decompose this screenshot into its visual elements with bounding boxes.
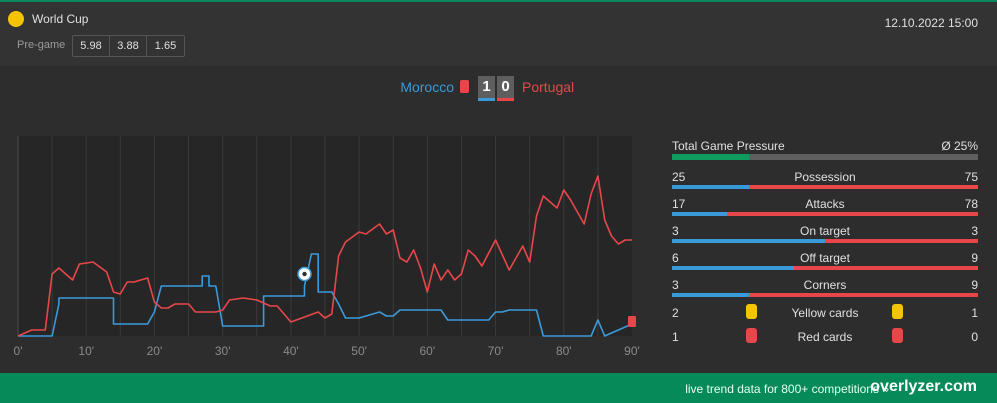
stat-home-value: 3 [672,278,679,292]
stat-row-off-target: 6 Off target 9 [672,251,978,275]
stat-bar [672,212,978,216]
red-card-icon [460,80,469,93]
stat-away-value: 9 [971,278,978,292]
odd-draw[interactable]: 3.88 [110,36,147,56]
stat-label: Possession [794,170,856,184]
stat-home-value: 6 [672,251,679,265]
scoreboard: Morocco 1 0 Portugal [0,76,997,101]
stat-label: Attacks [805,197,845,211]
stat-label: Corners [803,278,847,292]
chart-x-tick-label: 90' [624,344,640,358]
stat-row-corners: 3 Corners 9 [672,278,978,302]
yellow-card-icon [892,304,903,319]
stat-home-value: 3 [672,224,679,238]
home-score: 1 [478,76,495,101]
chart-x-tick-label: 30' [215,344,231,358]
top-accent-line [0,0,997,2]
away-team-name[interactable]: Portugal [522,79,575,95]
odd-away[interactable]: 1.65 [154,40,177,52]
footer-banner[interactable]: live trend data for 800+ competitions » … [0,373,997,403]
home-team-name[interactable]: Morocco [400,79,454,95]
pressure-chart: 0' 10' 20' 30' 40' 50' 60' 70' 80' 90' [0,130,650,370]
stat-row-possession: 25 Possession 75 [672,170,978,194]
chart-series-morocco-line [18,253,633,337]
chart-x-tick-label: 10' [78,344,94,358]
stat-bar [672,239,978,243]
chart-x-tick-label: 20' [147,344,163,358]
stat-bar-home-fill [672,293,749,297]
match-datetime: 12.10.2022 15:00 [884,16,978,30]
stat-away-value: 75 [964,170,978,184]
stat-bar-home-fill [672,212,727,216]
stat-home-value: 25 [672,170,686,184]
stat-bar [672,266,978,270]
competition-name[interactable]: World Cup [32,12,89,26]
yellow-cards-label: Yellow cards [791,306,859,320]
stat-bar-home-fill [672,239,825,243]
chart-x-tick-label: 80' [556,344,572,358]
match-header: World Cup Pre-game 5.98 3.88 1.65 12.10.… [0,2,997,66]
stat-away-value: 3 [971,224,978,238]
pressure-bar-fill [672,154,749,160]
stat-home-value: 17 [672,197,686,211]
red-card-icon [746,328,757,343]
pressure-chart-svg: 0' 10' 20' 30' 40' 50' 60' 70' 80' 90' [14,136,640,358]
footer-text[interactable]: live trend data for 800+ competitions » [685,382,889,396]
stat-label: Off target [800,251,850,265]
away-score: 0 [497,76,514,101]
footer-brand-link[interactable]: overlyzer.com [870,378,977,395]
stat-away-value: 9 [971,251,978,265]
chart-x-tick-label: 0' [14,344,23,358]
chart-x-tick-label: 50' [351,344,367,358]
pregame-label: Pre-game [17,39,66,51]
pregame-odds: 5.98 3.88 1.65 [72,35,185,57]
red-cards-label: Red cards [797,330,853,344]
chart-x-tick-label: 40' [283,344,299,358]
chart-x-tick-label: 70' [488,344,504,358]
yellow-card-icon [746,304,757,319]
stat-away-value: 78 [964,197,978,211]
stat-row-yellow-cards: 2 Yellow cards 1 [672,304,978,322]
red-cards-away: 0 [971,330,978,344]
chart-x-tick-label: 60' [420,344,436,358]
yellow-ball-icon [8,11,24,27]
stat-bar [672,185,978,189]
stat-row-red-cards: 1 Red cards 0 [672,328,978,346]
pressure-average: Ø 25% [941,139,978,153]
yellow-cards-away: 1 [971,306,978,320]
pressure-title: Total Game Pressure [672,139,785,153]
stat-row-on-target: 3 On target 3 [672,224,978,248]
stat-label: On target [799,224,851,238]
red-cards-home: 1 [672,330,679,344]
chart-series-portugal-line [17,175,632,337]
yellow-cards-home: 2 [672,306,679,320]
football-icon-center [302,271,307,277]
stat-bar [672,293,978,297]
pressure-bar [672,154,978,160]
red-card-marker-icon [628,316,636,327]
red-card-icon [892,328,903,343]
stat-bar-home-fill [672,266,795,270]
stat-row-attacks: 17 Attacks 78 [672,197,978,221]
stat-bar-home-fill [672,185,749,189]
odd-home[interactable]: 5.98 [73,36,110,56]
